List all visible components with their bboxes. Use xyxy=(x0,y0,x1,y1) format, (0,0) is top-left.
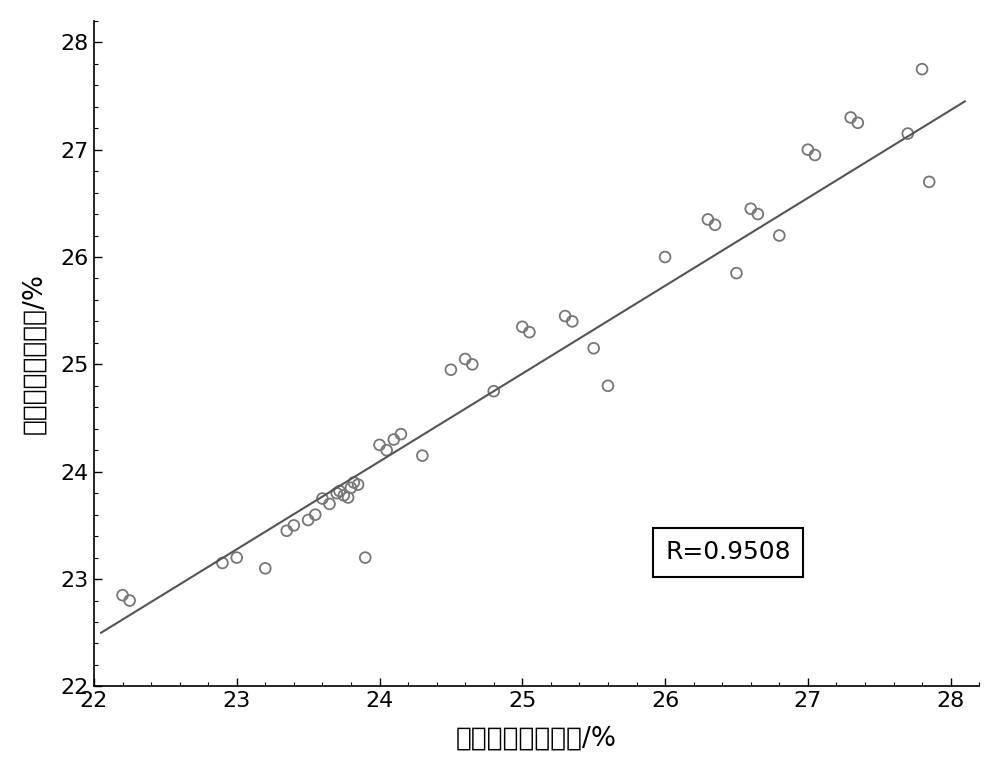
Point xyxy=(514,320,530,333)
Point xyxy=(257,562,273,574)
Point xyxy=(229,551,245,564)
Point xyxy=(657,251,673,263)
Point xyxy=(393,428,409,440)
Point xyxy=(414,449,430,462)
Point xyxy=(900,127,916,140)
Point xyxy=(807,149,823,161)
Point xyxy=(336,489,352,502)
Y-axis label: 浸出物含量预测值/%: 浸出物含量预测值/% xyxy=(21,273,47,434)
Point xyxy=(800,144,816,156)
Point xyxy=(707,218,723,231)
Point xyxy=(914,63,930,76)
Point xyxy=(521,326,537,338)
Point xyxy=(379,444,395,456)
Point xyxy=(921,176,937,188)
Point xyxy=(332,485,348,497)
Point xyxy=(386,433,402,445)
Point xyxy=(307,509,323,521)
Point xyxy=(750,208,766,220)
Point xyxy=(586,342,602,354)
Point xyxy=(329,487,345,499)
Point xyxy=(286,520,302,532)
Point xyxy=(346,476,362,489)
Point xyxy=(115,589,131,601)
Point xyxy=(557,310,573,322)
Point xyxy=(279,525,295,537)
Point xyxy=(343,482,359,494)
Point xyxy=(771,229,787,242)
Point xyxy=(314,493,330,505)
Point xyxy=(340,491,356,503)
Point xyxy=(443,364,459,376)
Point xyxy=(843,111,859,124)
Point xyxy=(300,514,316,527)
Point xyxy=(457,353,473,365)
Point xyxy=(357,551,373,564)
Point xyxy=(728,267,744,279)
Text: R=0.9508: R=0.9508 xyxy=(665,540,791,564)
Point xyxy=(600,380,616,392)
Point xyxy=(350,479,366,491)
Point xyxy=(322,498,338,510)
X-axis label: 浸出物含量实测值/%: 浸出物含量实测值/% xyxy=(456,725,617,751)
Point xyxy=(486,385,502,398)
Point xyxy=(850,117,866,129)
Point xyxy=(700,213,716,225)
Point xyxy=(564,315,580,327)
Point xyxy=(464,358,480,371)
Point xyxy=(122,594,138,607)
Point xyxy=(372,438,388,451)
Point xyxy=(214,557,230,569)
Point xyxy=(743,202,759,215)
